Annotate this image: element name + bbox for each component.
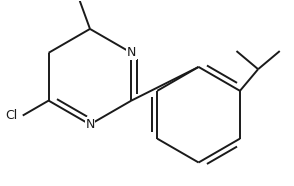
Text: Cl: Cl (5, 109, 17, 122)
Text: N: N (127, 46, 136, 59)
Text: N: N (85, 118, 95, 131)
